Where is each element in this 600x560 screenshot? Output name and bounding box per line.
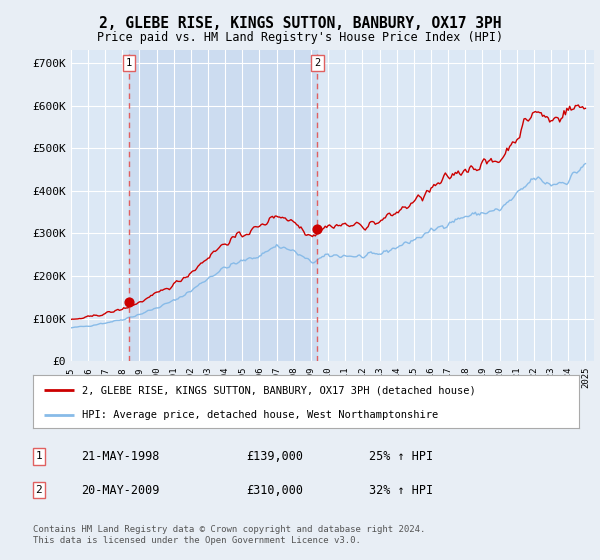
Text: 2, GLEBE RISE, KINGS SUTTON, BANBURY, OX17 3PH (detached house): 2, GLEBE RISE, KINGS SUTTON, BANBURY, OX… — [82, 385, 476, 395]
Text: 32% ↑ HPI: 32% ↑ HPI — [369, 483, 433, 497]
Text: 2, GLEBE RISE, KINGS SUTTON, BANBURY, OX17 3PH: 2, GLEBE RISE, KINGS SUTTON, BANBURY, OX… — [99, 16, 501, 31]
Text: 25% ↑ HPI: 25% ↑ HPI — [369, 450, 433, 463]
Text: 2: 2 — [314, 58, 320, 68]
Point — [313, 225, 322, 234]
Text: 21-MAY-1998: 21-MAY-1998 — [81, 450, 160, 463]
Text: 1: 1 — [125, 58, 132, 68]
Text: £139,000: £139,000 — [246, 450, 303, 463]
Text: 20-MAY-2009: 20-MAY-2009 — [81, 483, 160, 497]
Text: 1: 1 — [35, 451, 43, 461]
Text: HPI: Average price, detached house, West Northamptonshire: HPI: Average price, detached house, West… — [82, 410, 439, 420]
Text: 2: 2 — [35, 485, 43, 495]
Text: £310,000: £310,000 — [246, 483, 303, 497]
Text: Price paid vs. HM Land Registry's House Price Index (HPI): Price paid vs. HM Land Registry's House … — [97, 31, 503, 44]
Point — [124, 297, 134, 306]
Text: Contains HM Land Registry data © Crown copyright and database right 2024.
This d: Contains HM Land Registry data © Crown c… — [33, 525, 425, 545]
Bar — [129, 50, 317, 361]
